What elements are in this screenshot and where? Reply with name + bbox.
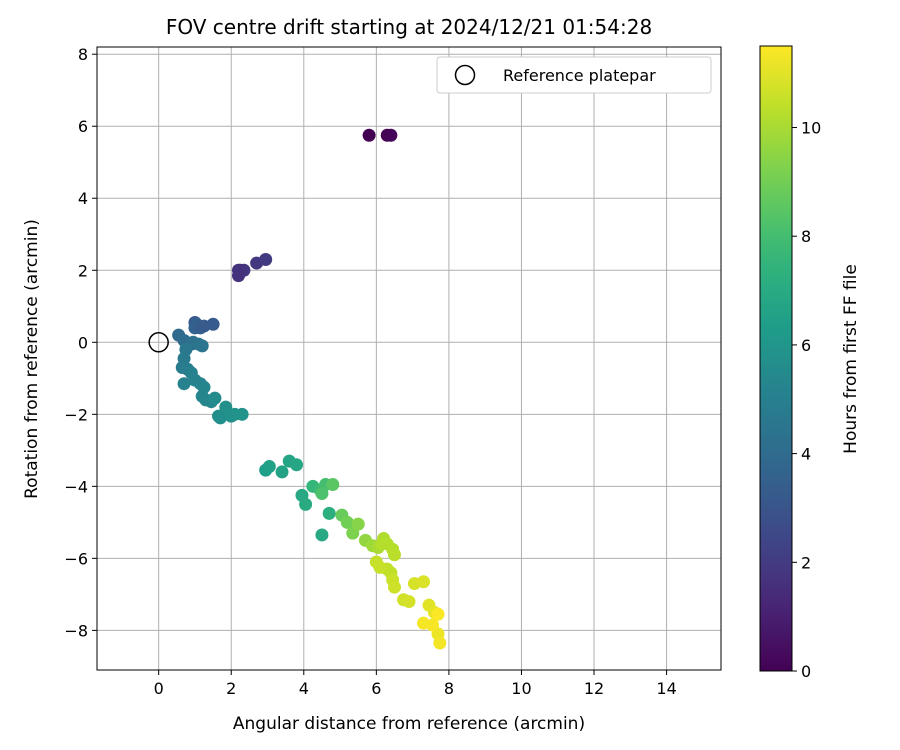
colorbar-label: Hours from first FF file	[841, 264, 861, 454]
x-tick-label: 8	[444, 679, 454, 698]
legend: Reference platepar	[436, 56, 712, 94]
y-tick-label: 8	[78, 45, 88, 64]
data-point	[402, 595, 416, 609]
data-point	[208, 391, 222, 405]
x-tick-label: 0	[154, 679, 164, 698]
y-axis-ticks: −8 −6 −4 −2 0 2 4 6 8	[64, 45, 97, 640]
colorbar-tick-label: 6	[801, 336, 811, 355]
x-tick-label: 4	[299, 679, 309, 698]
data-point	[235, 407, 249, 421]
x-tick-label: 2	[226, 679, 236, 698]
reference-platepar-marker	[148, 332, 169, 353]
data-point	[384, 128, 398, 142]
chart-title: FOV centre drift starting at 2024/12/21 …	[166, 15, 652, 39]
x-tick-label: 12	[584, 679, 604, 698]
y-tick-label: 0	[78, 333, 88, 352]
data-point	[340, 515, 354, 529]
colorbar-tick-label: 4	[801, 445, 811, 464]
data-point	[387, 548, 401, 562]
data-point	[299, 497, 313, 511]
y-tick-label: −8	[64, 621, 88, 640]
data-point	[206, 317, 220, 331]
data-point	[322, 506, 336, 520]
data-point	[373, 560, 387, 574]
legend-marker-reference	[454, 64, 476, 86]
x-axis-label: Angular distance from reference (arcmin)	[233, 714, 585, 734]
colorbar-tick-label: 0	[801, 662, 811, 681]
colorbar: 0 2 4 6 8 10 Hours from first FF file	[759, 45, 861, 681]
x-axis-ticks: 0 2 4 6 8 10 12 14	[154, 670, 677, 698]
colorbar-tick-label: 8	[801, 227, 811, 246]
data-point	[426, 618, 440, 632]
scatter-points	[148, 128, 447, 650]
x-tick-label: 14	[656, 679, 676, 698]
data-point	[290, 458, 304, 472]
y-tick-label: 6	[78, 117, 88, 136]
x-tick-label: 10	[511, 679, 531, 698]
data-point	[315, 528, 329, 542]
y-tick-label: −2	[64, 405, 88, 424]
data-point	[417, 575, 431, 589]
legend-label-reference: Reference platepar	[503, 66, 656, 85]
colorbar-tick-label: 10	[801, 119, 821, 138]
data-point	[259, 252, 273, 266]
data-point	[177, 377, 191, 391]
plot-frame	[96, 46, 722, 671]
colorbar-tick-label: 2	[801, 553, 811, 572]
y-tick-label: −4	[64, 477, 88, 496]
data-point	[213, 411, 227, 425]
data-point	[195, 339, 209, 353]
data-point	[431, 607, 445, 621]
data-point	[351, 517, 365, 531]
data-point	[326, 478, 340, 492]
y-tick-label: −6	[64, 549, 88, 568]
data-point	[231, 263, 245, 277]
data-point	[262, 460, 276, 474]
data-point	[387, 580, 401, 594]
legend-box	[436, 56, 712, 94]
y-axis-label: Rotation from reference (arcmin)	[22, 219, 42, 499]
colorbar-ticks: 0 2 4 6 8 10	[792, 119, 821, 681]
data-point	[362, 128, 376, 142]
grid-lines	[97, 47, 721, 670]
data-point	[275, 465, 289, 479]
colorbar-gradient	[759, 45, 793, 672]
y-tick-label: 2	[78, 261, 88, 280]
y-tick-label: 4	[78, 189, 88, 208]
x-tick-label: 6	[371, 679, 381, 698]
data-point	[433, 636, 447, 650]
data-point	[315, 487, 329, 501]
